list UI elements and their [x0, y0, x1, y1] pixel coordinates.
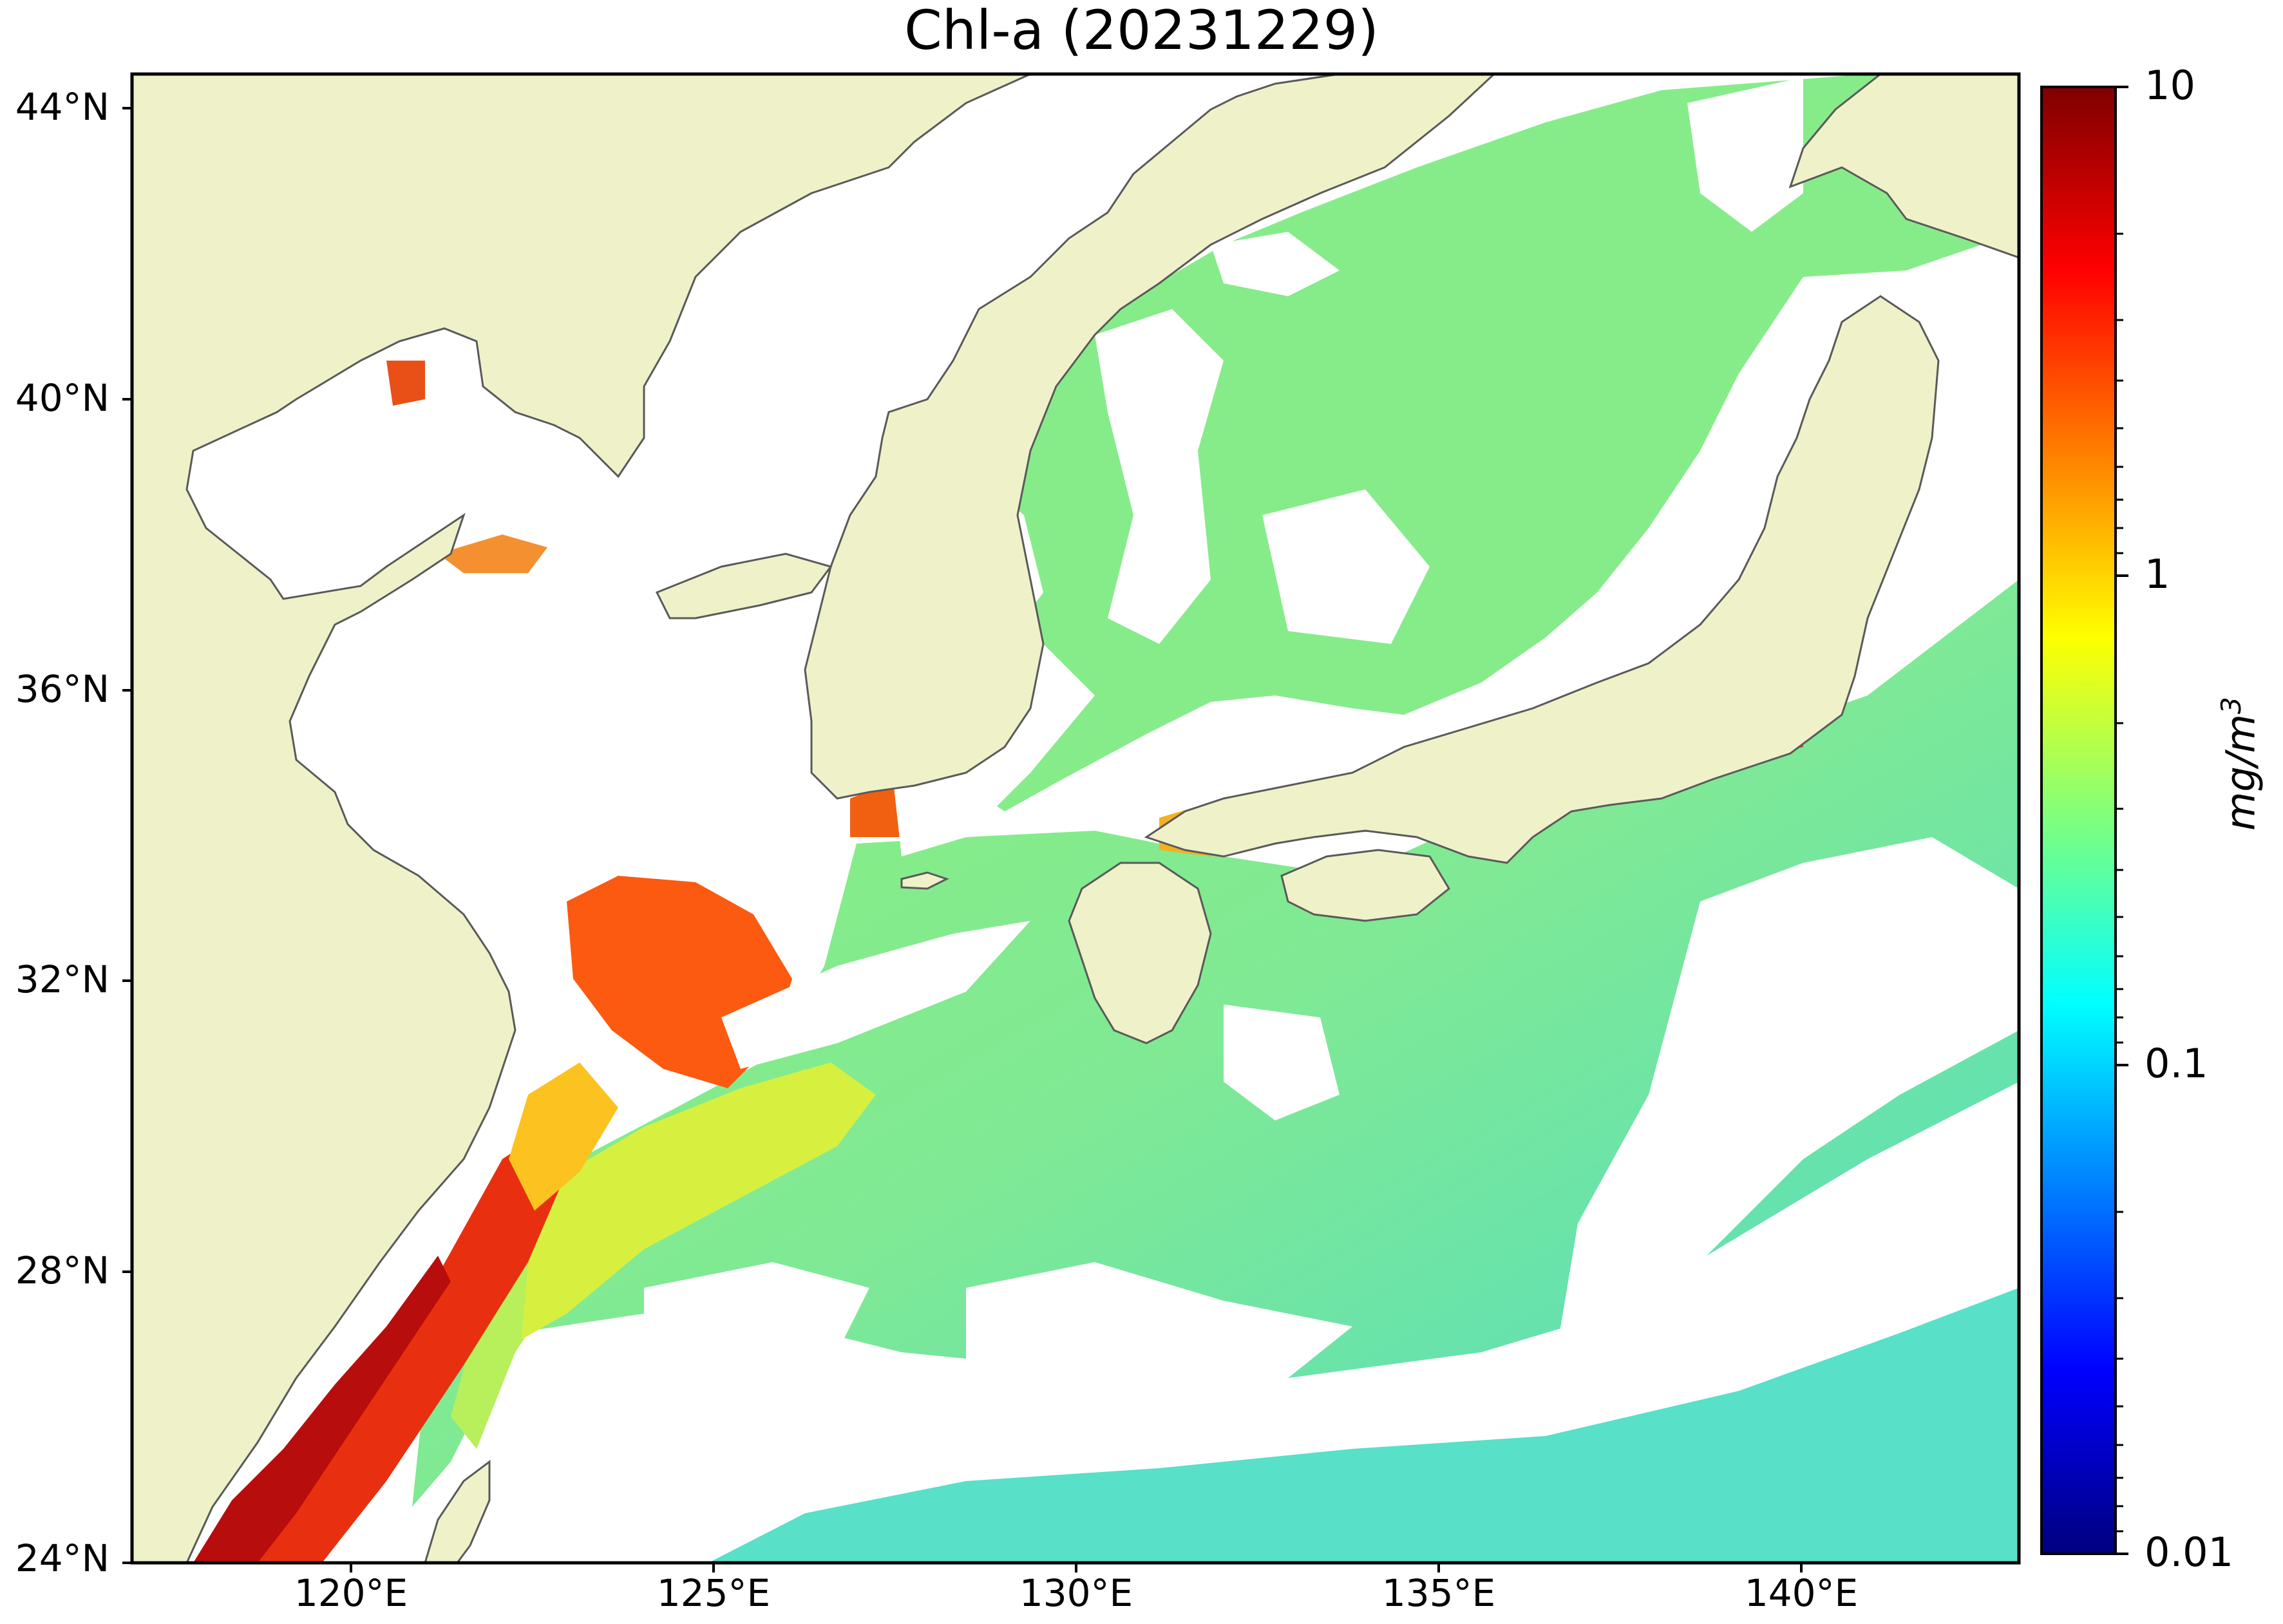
hokkaido	[1788, 74, 2019, 259]
lon-label-135: 135°E	[1381, 1571, 1496, 1615]
map-title: Chl-a (20231229)	[904, 0, 1379, 62]
lon-label-140: 140°E	[1744, 1571, 1859, 1615]
lat-label-44: 44°N	[15, 85, 109, 129]
colorbar-minor-ticks	[2116, 232, 2123, 1533]
cloud-gap-central	[1262, 489, 1430, 644]
colorbar-label-1: 1	[2145, 551, 2170, 598]
bohai-patch-2	[386, 361, 425, 406]
cloud-gap-japan-sea	[1095, 309, 1224, 644]
taiwan	[424, 1460, 491, 1563]
lon-label-120: 120°E	[294, 1571, 408, 1615]
shikoku	[1280, 849, 1450, 922]
cloud-gap-kyushu-south	[1224, 1005, 1340, 1120]
colorbar-unit-exponent: 3	[2215, 697, 2247, 714]
honshu	[1144, 295, 1940, 864]
bohai-patch	[438, 534, 547, 573]
korea-peninsula	[804, 74, 1496, 800]
cloud-gap-east	[1687, 77, 1803, 232]
cloud-gap-pacific-south	[966, 1262, 1352, 1384]
coastal-fujian-inner	[193, 1256, 451, 1563]
lon-label-125: 125°E	[656, 1571, 771, 1615]
lat-label-36: 36°N	[15, 667, 109, 711]
colorbar-ticks	[2116, 86, 2128, 1555]
east-china-sea-field	[522, 1062, 876, 1339]
colorbar-label-0.01: 0.01	[2145, 1529, 2234, 1576]
coastal-zhejiang	[258, 1133, 567, 1563]
lat-ticks	[122, 107, 132, 1564]
south-pacific-field	[708, 1288, 2019, 1563]
lat-label-28: 28°N	[15, 1249, 109, 1292]
cloud-gap-north	[1211, 232, 1340, 296]
colorbar-label-10: 10	[2145, 62, 2195, 109]
colorbar-unit: mg/m3	[2215, 697, 2264, 831]
shandong-peninsula	[655, 552, 833, 619]
jeju-island	[900, 871, 949, 890]
cloud-gap-pacific-east	[1558, 837, 2019, 1339]
kyushu	[1068, 862, 1212, 1044]
lat-label-32: 32°N	[15, 958, 109, 1001]
china-mainland	[132, 74, 1031, 1563]
lat-label-40: 40°N	[15, 376, 109, 420]
lat-label-24: 24°N	[15, 1536, 109, 1580]
zhejiang-plume	[509, 1062, 618, 1211]
cloud-gap-band	[721, 921, 1030, 1069]
colorbar	[2040, 86, 2117, 1555]
lon-ticks	[350, 1563, 1803, 1572]
lon-label-130: 130°E	[1019, 1571, 1133, 1615]
cloud-gap-okinawa	[644, 1262, 869, 1391]
colorbar-unit-base: mg/m	[2217, 713, 2264, 831]
colorbar-label-0.1: 0.1	[2145, 1040, 2208, 1087]
